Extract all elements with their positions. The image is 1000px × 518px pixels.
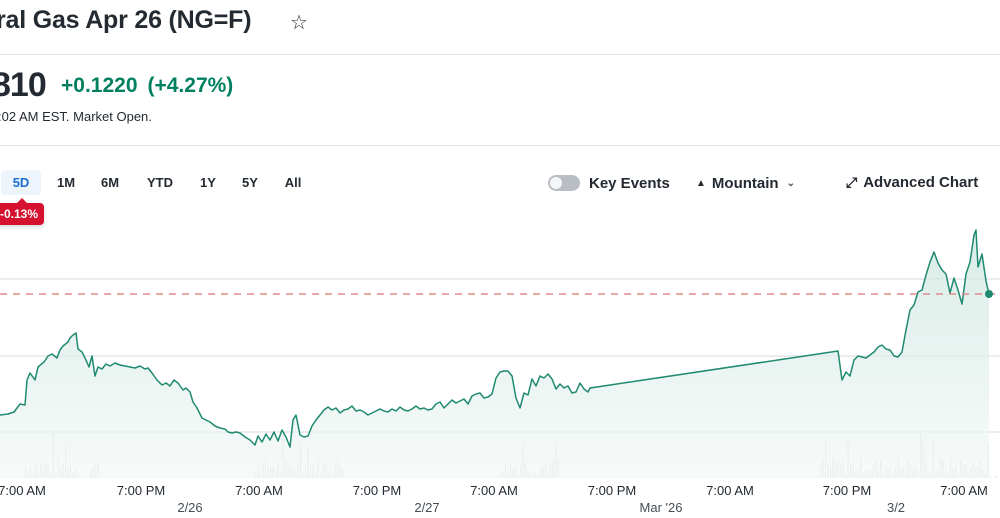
last-price: 810 (0, 66, 47, 104)
range-tab-all[interactable]: All (284, 175, 302, 190)
range-tab-ytd[interactable]: YTD (147, 175, 173, 190)
divider (0, 145, 1000, 146)
range-tab-6m[interactable]: 6M (100, 175, 120, 190)
expand-arrows-icon: ⤢ (846, 174, 858, 190)
x-tick-label: 7:00 PM (822, 483, 872, 498)
change-value: +0.1220 (61, 74, 138, 97)
advanced-chart-button[interactable]: ⤢ Advanced Chart (846, 174, 978, 191)
key-events-toggle[interactable] (548, 175, 580, 191)
page-title: ral Gas Apr 26 (NG=F) (0, 6, 252, 34)
x-tick-label: 7:00 AM (235, 483, 283, 498)
price-area (0, 230, 989, 478)
x-tick-label: 7:00 PM (116, 483, 166, 498)
x-tick-label: 7:00 AM (0, 483, 46, 498)
range-tabs: 5D 1M 6M YTD 1Y 5Y All (0, 170, 314, 195)
x-tick-label: 7:00 PM (587, 483, 637, 498)
price-chart[interactable] (0, 220, 1000, 480)
divider (0, 54, 1000, 55)
price-change: +0.1220 (+4.27%) (61, 74, 243, 98)
mountain-icon: ▲ (696, 178, 706, 189)
x-date-label: 2/27 (414, 500, 440, 515)
x-tick-label: 7:00 AM (706, 483, 754, 498)
x-date-label: 3/2 (886, 500, 906, 515)
last-price-dot (985, 290, 993, 298)
range-change-badge: -0.13% (0, 198, 45, 225)
x-tick-label: 7:00 AM (940, 483, 988, 498)
key-events-label: Key Events (589, 175, 670, 192)
x-tick-label: 7:00 PM (352, 483, 402, 498)
chart-type-dropdown[interactable]: ▲ Mountain ⌄ (696, 175, 795, 192)
chevron-down-icon: ⌄ (786, 178, 795, 189)
advanced-chart-label: Advanced Chart (863, 174, 979, 191)
x-tick-label: 7:00 AM (470, 483, 518, 498)
range-tab-5y[interactable]: 5Y (242, 175, 258, 190)
range-tab-5d[interactable]: 5D (1, 170, 41, 195)
x-date-label: 2/26 (177, 500, 203, 515)
chart-type-label: Mountain (711, 175, 779, 192)
change-percent: (+4.27%) (147, 74, 234, 97)
star-outline-icon[interactable]: ☆ (290, 12, 308, 34)
price-line (0, 229, 990, 448)
range-tab-1m[interactable]: 1M (56, 175, 76, 190)
market-status: :02 AM EST. Market Open. (0, 109, 152, 124)
range-tab-1y[interactable]: 1Y (200, 175, 216, 190)
x-date-label: Mar '26 (639, 500, 683, 515)
